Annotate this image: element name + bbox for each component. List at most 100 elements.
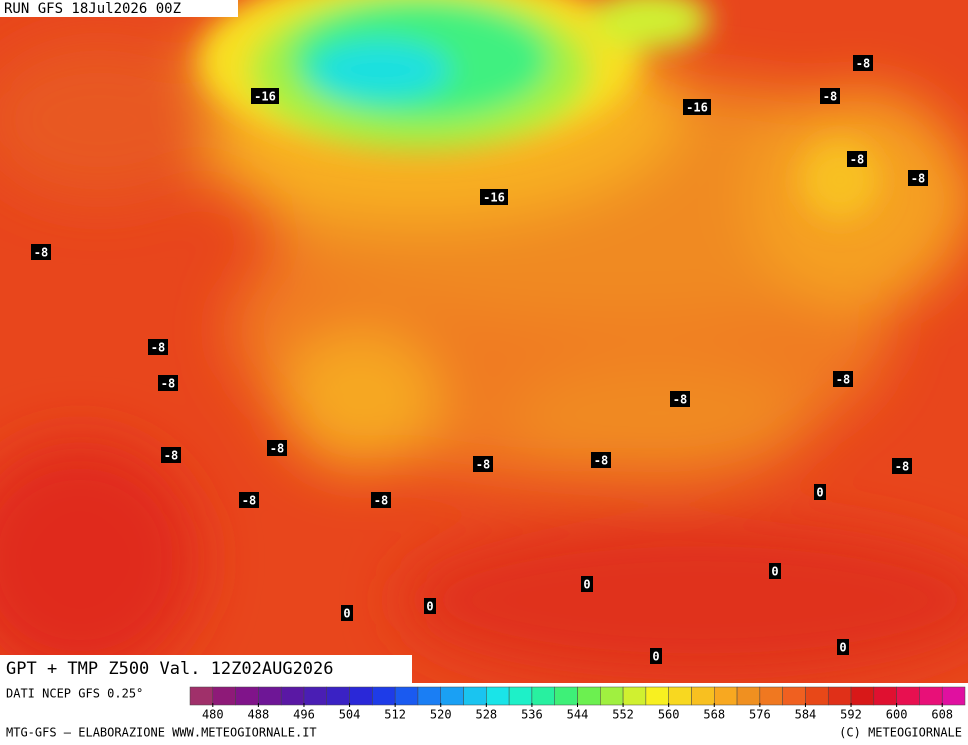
contour-label: -8 — [850, 153, 864, 167]
colorbar-label: 504 — [339, 708, 361, 722]
contour-label-bg — [161, 447, 181, 463]
contour-label-bg — [239, 492, 259, 508]
colorbar-swatch — [714, 686, 738, 706]
contour-label-bg — [833, 371, 853, 387]
colorbar-swatch — [531, 686, 555, 706]
contour-label-bg — [341, 605, 353, 621]
header-box — [0, 0, 238, 17]
contour-label-bg — [267, 440, 287, 456]
colorbar-swatch — [372, 686, 396, 706]
contour-label: -16 — [483, 191, 505, 205]
colorbar-label: 560 — [658, 708, 680, 722]
contour-label: -8 — [856, 57, 870, 71]
colorbar-swatch — [782, 686, 806, 706]
contour-label-bg — [424, 598, 436, 614]
contour-label-bg — [670, 391, 690, 407]
colorbar-label: 600 — [886, 708, 908, 722]
colorbar-swatch — [486, 686, 510, 706]
colorbar-label: 568 — [703, 708, 725, 722]
contour-label-bg — [769, 563, 781, 579]
contour-label-bg — [683, 99, 711, 115]
contour-label: 0 — [343, 607, 350, 621]
contour-label: -8 — [161, 377, 175, 391]
contour-label: -8 — [594, 454, 608, 468]
contour-label-bg — [892, 458, 912, 474]
colorbar-swatch — [577, 686, 601, 706]
contour-label-bg — [371, 492, 391, 508]
colorbar-swatch — [600, 686, 624, 706]
colorbar-swatch — [189, 686, 214, 706]
contour-label: -8 — [673, 393, 687, 407]
contour-label: 0 — [426, 600, 433, 614]
colorbar-label: 576 — [749, 708, 771, 722]
contour-label-bg — [650, 648, 662, 664]
contour-label-bg — [158, 375, 178, 391]
contour-label-bg — [581, 576, 593, 592]
colorbar-label: 536 — [521, 708, 543, 722]
contour-label: -16 — [254, 90, 276, 104]
colorbar-swatch — [463, 686, 487, 706]
colorbar-label: 608 — [931, 708, 953, 722]
colorbar-swatch — [258, 686, 282, 706]
colorbar-swatch — [440, 686, 464, 706]
run-label: RUN GFS 18Jul2026 00Z — [4, 1, 181, 17]
contour-label: 0 — [839, 641, 846, 655]
contour-label: -8 — [911, 172, 925, 186]
colorbar-swatch — [873, 686, 897, 706]
contour-label: 0 — [652, 650, 659, 664]
colorbar-swatch — [759, 686, 783, 706]
footer-right: (C) METEOGIORNALE — [839, 726, 962, 740]
contour-label: -8 — [151, 341, 165, 355]
contour-label: -8 — [823, 90, 837, 104]
contour-label-bg — [820, 88, 840, 104]
contour-label: -8 — [164, 449, 178, 463]
contour-label-bg — [853, 55, 873, 71]
contour-label: -8 — [476, 458, 490, 472]
contour-label: -8 — [374, 494, 388, 508]
footer-left: MTG-GFS — ELABORAZIONE WWW.METEOGIORNALE… — [6, 726, 317, 740]
colorbar-swatch — [622, 686, 647, 706]
colorbar-swatch — [235, 686, 259, 706]
map — [0, 0, 968, 683]
contour-label: 0 — [771, 565, 778, 579]
colorbar-label: 512 — [384, 708, 406, 722]
colorbar-swatch — [417, 686, 441, 706]
contour-label-bg — [908, 170, 928, 186]
contour-label-bg — [837, 639, 849, 655]
contour-label-bg — [591, 452, 611, 468]
contour-label: -8 — [270, 442, 284, 456]
colorbar-label: 584 — [795, 708, 817, 722]
colorbar-swatch — [508, 686, 533, 706]
contour-label: 0 — [583, 578, 590, 592]
contour-label: -8 — [242, 494, 256, 508]
colorbar-swatch — [394, 686, 419, 706]
colorbar-swatch — [326, 686, 350, 706]
colorbar-swatch — [827, 686, 852, 706]
colorbar-label: 520 — [430, 708, 452, 722]
colorbar-label: 496 — [293, 708, 315, 722]
colorbar-swatch — [668, 686, 692, 706]
colorbar-swatch — [303, 686, 328, 706]
colorbar-label: 488 — [248, 708, 270, 722]
colorbar-swatch — [645, 686, 669, 706]
contour-label: -8 — [895, 460, 909, 474]
colorbar-swatch — [805, 686, 829, 706]
colorbar-swatch — [736, 686, 761, 706]
title-box — [0, 655, 412, 683]
colorbar-swatch — [850, 686, 875, 706]
contour-label-bg — [814, 484, 826, 500]
colorbar-swatch — [691, 686, 715, 706]
contour-label: 0 — [816, 486, 823, 500]
colorbar-swatch — [554, 686, 578, 706]
contour-label-bg — [31, 244, 51, 260]
contour-label: -8 — [34, 246, 48, 260]
colorbar-label: 480 — [202, 708, 224, 722]
colorbar-swatch — [941, 686, 966, 706]
colorbar-swatch — [280, 686, 305, 706]
map-title: GPT + TMP Z500 Val. 12Z02AUG2026 — [6, 659, 334, 679]
contour-label-bg — [473, 456, 493, 472]
colorbar-swatch — [212, 686, 236, 706]
contour-label-bg — [480, 189, 508, 205]
contour-label: -16 — [686, 101, 708, 115]
colorbar-label: 552 — [612, 708, 634, 722]
